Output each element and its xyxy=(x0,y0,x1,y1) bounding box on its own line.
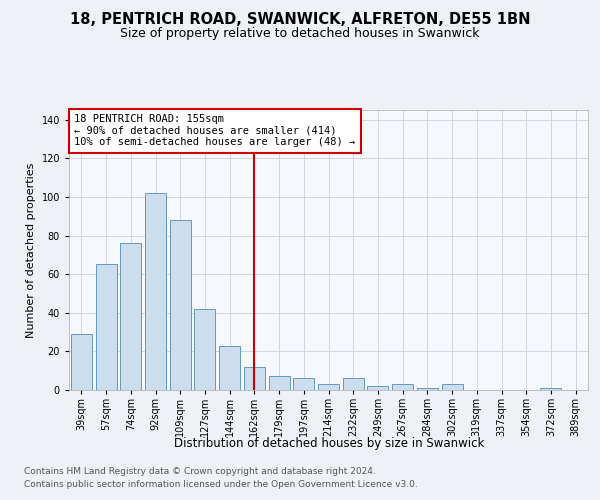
Text: 18 PENTRICH ROAD: 155sqm
← 90% of detached houses are smaller (414)
10% of semi-: 18 PENTRICH ROAD: 155sqm ← 90% of detach… xyxy=(74,114,355,148)
Bar xyxy=(442,384,463,390)
Bar xyxy=(293,378,314,390)
Text: Distribution of detached houses by size in Swanwick: Distribution of detached houses by size … xyxy=(173,438,484,450)
Text: Contains HM Land Registry data © Crown copyright and database right 2024.: Contains HM Land Registry data © Crown c… xyxy=(24,468,376,476)
Bar xyxy=(541,388,562,390)
Bar xyxy=(145,193,166,390)
Text: 18, PENTRICH ROAD, SWANWICK, ALFRETON, DE55 1BN: 18, PENTRICH ROAD, SWANWICK, ALFRETON, D… xyxy=(70,12,530,28)
Bar xyxy=(95,264,116,390)
Bar xyxy=(392,384,413,390)
Bar xyxy=(170,220,191,390)
Y-axis label: Number of detached properties: Number of detached properties xyxy=(26,162,36,338)
Text: Contains public sector information licensed under the Open Government Licence v3: Contains public sector information licen… xyxy=(24,480,418,489)
Text: Size of property relative to detached houses in Swanwick: Size of property relative to detached ho… xyxy=(120,28,480,40)
Bar xyxy=(71,334,92,390)
Bar xyxy=(269,376,290,390)
Bar xyxy=(417,388,438,390)
Bar xyxy=(219,346,240,390)
Bar xyxy=(343,378,364,390)
Bar xyxy=(318,384,339,390)
Bar xyxy=(367,386,388,390)
Bar xyxy=(194,309,215,390)
Bar xyxy=(120,243,141,390)
Bar xyxy=(244,367,265,390)
